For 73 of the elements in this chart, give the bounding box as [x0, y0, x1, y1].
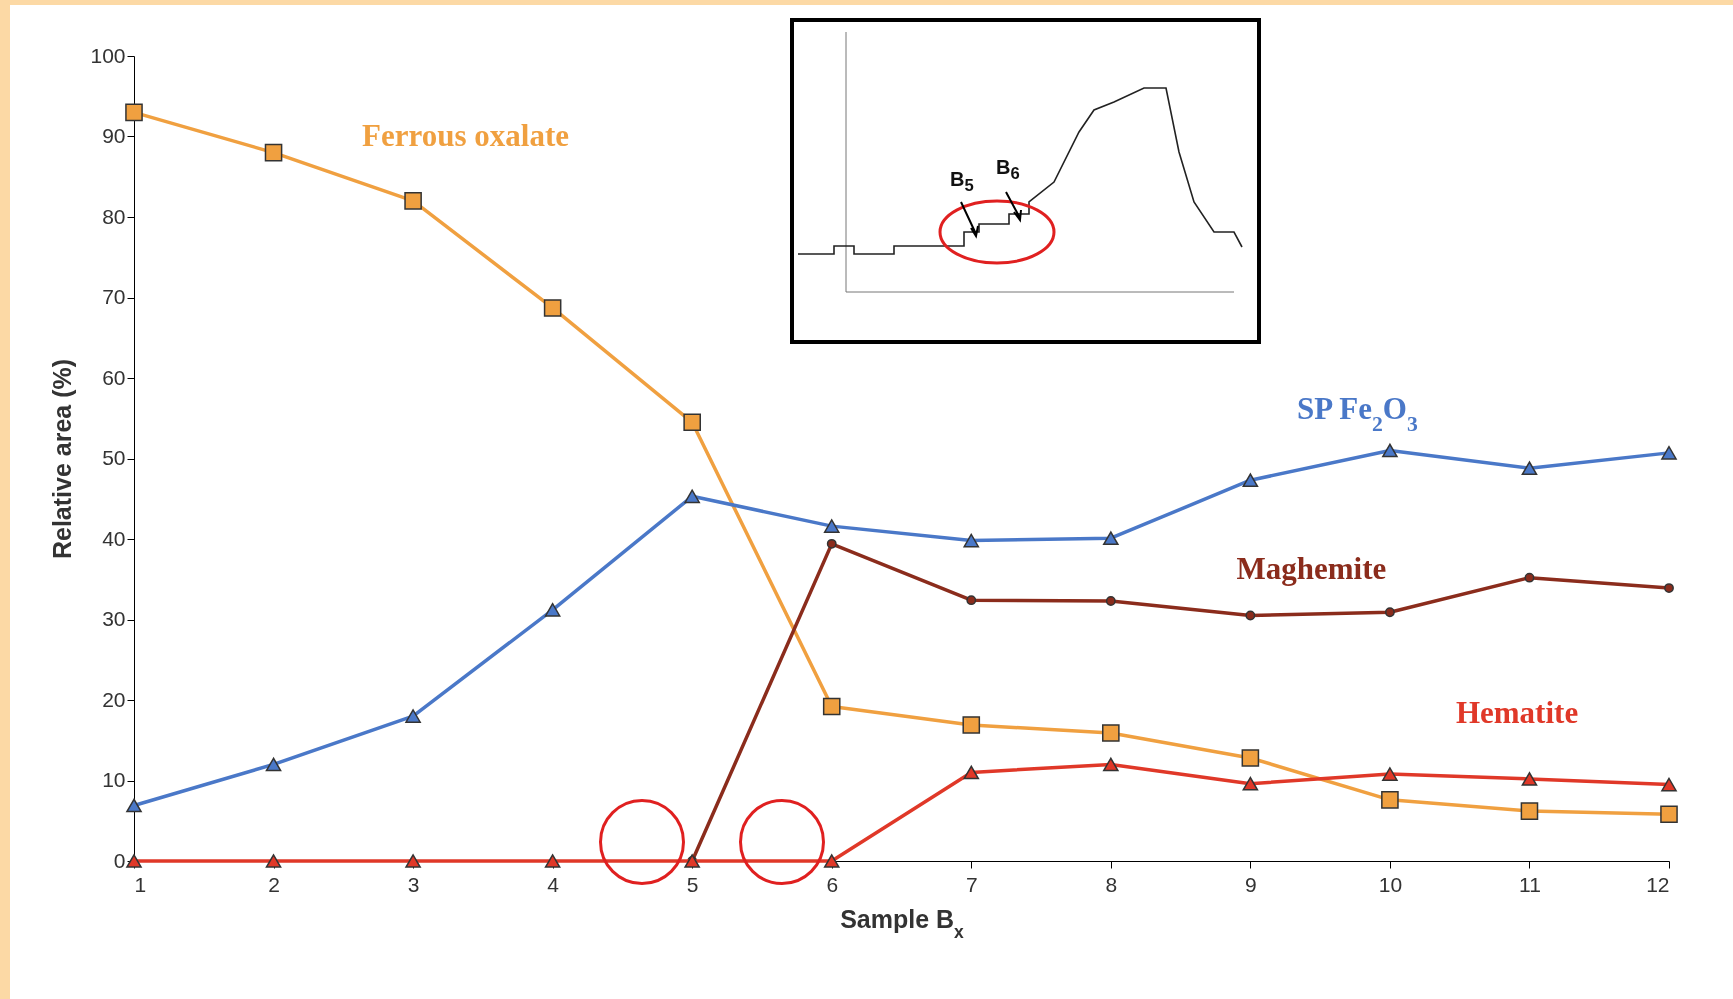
point [1382, 767, 1398, 781]
y-tick-label: 40 [102, 526, 126, 550]
point [264, 143, 283, 162]
y-tick-label: 30 [102, 607, 126, 630]
point [1524, 572, 1535, 583]
point [1660, 805, 1678, 824]
point [963, 533, 980, 548]
x-tick-label: 8 [1105, 872, 1118, 896]
point [966, 595, 977, 606]
y-tick-label: 60 [102, 365, 126, 389]
x-tick-label: 12 [1646, 872, 1670, 896]
point [125, 103, 143, 122]
y-tick-label: 50 [102, 446, 126, 469]
y-axis-title: Relative area (%) [48, 358, 77, 560]
point [544, 854, 561, 868]
point [405, 854, 421, 868]
point [1245, 610, 1256, 621]
x-axis-title: Sample B$_{x}$ [840, 904, 965, 942]
y-tick-label: 80 [102, 204, 126, 228]
point [823, 854, 840, 868]
point [963, 765, 980, 780]
x-tick-label: 2 [268, 872, 280, 896]
point [1521, 461, 1538, 476]
series-label: Hematite [1455, 694, 1579, 730]
y-tick-label: 10 [102, 768, 126, 791]
point [126, 854, 142, 868]
point [826, 538, 837, 549]
point [1521, 772, 1538, 786]
series-label: Ferrous oxalate [362, 117, 570, 153]
x-tick-label: 1 [134, 872, 147, 896]
point [126, 798, 142, 813]
point [1105, 596, 1116, 606]
x-tick-label: 10 [1378, 872, 1403, 896]
point [822, 697, 841, 716]
y-tick-label: 90 [102, 124, 126, 147]
annotation: B$_{6}$ [996, 156, 1020, 184]
point [1242, 473, 1259, 488]
point [543, 299, 562, 317]
point [1661, 445, 1677, 460]
point [684, 489, 700, 504]
series-label: SP Fe$_{2}$O$_{3}$ [1297, 391, 1418, 437]
x-tick-label: 9 [1245, 872, 1257, 896]
point [1241, 749, 1260, 767]
y-tick-label: 70 [102, 285, 126, 308]
point [1520, 802, 1539, 820]
x-tick-label: 6 [826, 872, 839, 896]
point [823, 519, 840, 533]
series-label: Maghemite [1236, 551, 1387, 587]
point [1384, 607, 1395, 618]
y-tick-label: 0 [113, 848, 126, 872]
point [1661, 777, 1677, 792]
point [1664, 583, 1674, 594]
point [1103, 531, 1119, 546]
point [962, 716, 981, 734]
y-tick-label: 20 [102, 687, 126, 711]
point [265, 757, 282, 772]
point [1242, 776, 1259, 791]
y-tick-label: 100 [90, 43, 126, 67]
x-tick-label: 7 [965, 872, 978, 896]
x-tick-label: 3 [407, 872, 420, 896]
point [1382, 443, 1398, 458]
point [1381, 791, 1399, 809]
point [544, 602, 561, 617]
point [405, 709, 421, 723]
point [265, 854, 282, 868]
point [1102, 724, 1120, 742]
annotation: B$_{5}$ [950, 168, 974, 196]
x-tick-label: 11 [1519, 872, 1541, 896]
point [1103, 757, 1119, 772]
point [404, 192, 422, 210]
x-tick-label: 4 [547, 872, 560, 896]
x-tick-label: 5 [686, 872, 699, 896]
point [683, 413, 701, 432]
